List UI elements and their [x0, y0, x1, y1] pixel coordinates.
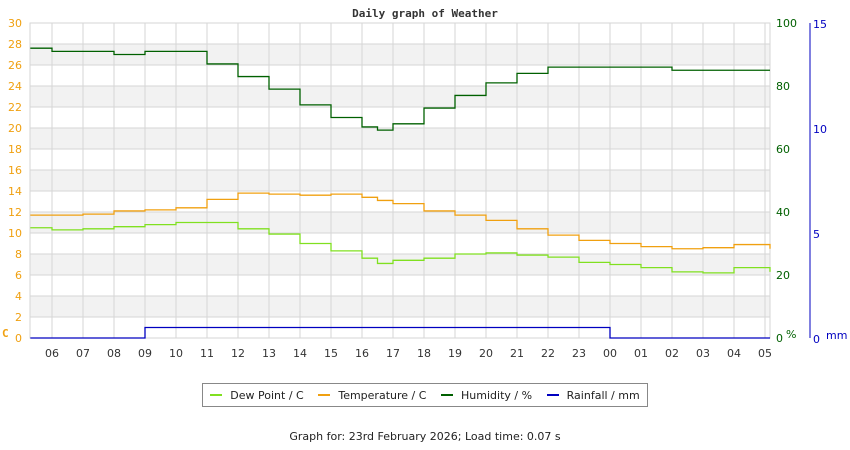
svg-text:mm: mm — [826, 329, 847, 342]
footer-status: Graph for: 23rd February 2026; Load time… — [289, 430, 561, 443]
svg-text:00: 00 — [603, 347, 617, 360]
svg-text:19: 19 — [448, 347, 462, 360]
svg-text:0: 0 — [15, 332, 22, 345]
svg-text:18: 18 — [417, 347, 431, 360]
svg-text:100: 100 — [776, 17, 797, 30]
svg-text:01: 01 — [634, 347, 648, 360]
svg-text:14: 14 — [293, 347, 307, 360]
svg-text:6: 6 — [15, 269, 22, 282]
svg-text:15: 15 — [324, 347, 338, 360]
legend-item-temperature: Temperature / C — [318, 389, 426, 402]
svg-text:02: 02 — [665, 347, 679, 360]
svg-text:0: 0 — [813, 333, 820, 346]
svg-text:09: 09 — [138, 347, 152, 360]
legend-label: Dew Point / C — [230, 388, 304, 402]
svg-text:15: 15 — [813, 18, 827, 31]
svg-text:16: 16 — [8, 164, 22, 177]
svg-text:11: 11 — [200, 347, 214, 360]
svg-text:20: 20 — [479, 347, 493, 360]
legend-label: Humidity / % — [461, 388, 533, 402]
svg-text:04: 04 — [727, 347, 741, 360]
svg-text:10: 10 — [8, 227, 22, 240]
svg-text:18: 18 — [8, 143, 22, 156]
grid-bands — [30, 44, 770, 317]
svg-text:C: C — [2, 327, 9, 340]
svg-text:03: 03 — [696, 347, 710, 360]
svg-text:8: 8 — [15, 248, 22, 261]
svg-text:13: 13 — [262, 347, 276, 360]
svg-text:20: 20 — [8, 122, 22, 135]
legend-item-rainfall: Rainfall / mm — [546, 388, 640, 402]
svg-text:4: 4 — [15, 290, 22, 303]
dew-point-swatch — [210, 394, 223, 396]
svg-text:24: 24 — [8, 80, 22, 93]
svg-text:07: 07 — [76, 347, 90, 360]
svg-text:28: 28 — [8, 38, 22, 51]
svg-text:26: 26 — [8, 59, 22, 72]
svg-text:10: 10 — [813, 123, 827, 136]
svg-text:30: 30 — [8, 17, 22, 30]
svg-text:40: 40 — [776, 206, 790, 219]
svg-text:2: 2 — [15, 311, 22, 324]
svg-text:21: 21 — [510, 347, 524, 360]
svg-text:0: 0 — [776, 332, 783, 345]
temperature-swatch — [318, 394, 331, 396]
chart-legend: Dew Point / C Temperature / C Humidity /… — [202, 383, 648, 407]
svg-text:23: 23 — [572, 347, 586, 360]
legend-label: Temperature / C — [338, 388, 427, 402]
legend-item-humidity: Humidity / % — [441, 389, 532, 402]
svg-text:12: 12 — [8, 206, 22, 219]
series-lines — [30, 47, 771, 339]
humidity-swatch — [441, 394, 454, 396]
chart-title: Daily graph of Weather — [352, 7, 498, 20]
svg-text:12: 12 — [231, 347, 245, 360]
svg-text:60: 60 — [776, 143, 790, 156]
svg-text:17: 17 — [386, 347, 400, 360]
svg-text:22: 22 — [8, 101, 22, 114]
svg-text:08: 08 — [107, 347, 121, 360]
svg-text:20: 20 — [776, 269, 790, 282]
weather-chart: Daily graph of Weather 02468101214161820… — [2, 7, 847, 360]
svg-text:14: 14 — [8, 185, 22, 198]
svg-text:5: 5 — [813, 228, 820, 241]
svg-text:10: 10 — [169, 347, 183, 360]
svg-text:22: 22 — [541, 347, 555, 360]
svg-text:05: 05 — [758, 347, 772, 360]
svg-text:16: 16 — [355, 347, 369, 360]
legend-label: Rainfall / mm — [566, 388, 640, 402]
svg-text:80: 80 — [776, 80, 790, 93]
legend-item-dew-point: Dew Point / C — [210, 388, 304, 402]
grid-lines — [29, 22, 771, 339]
svg-text:06: 06 — [45, 347, 59, 360]
svg-text:%: % — [786, 328, 796, 341]
rainfall-swatch — [546, 394, 559, 396]
